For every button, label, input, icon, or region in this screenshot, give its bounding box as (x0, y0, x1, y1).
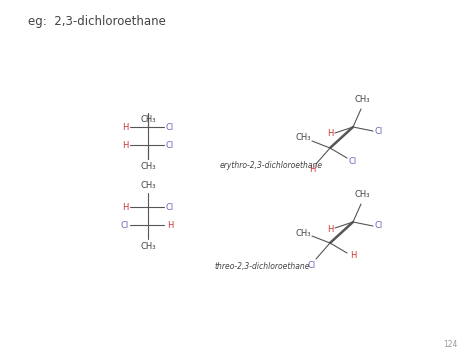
Text: erythro-2,3-dichloroethane: erythro-2,3-dichloroethane (220, 162, 323, 170)
Text: CH₃: CH₃ (140, 242, 156, 251)
Text: CH₃: CH₃ (140, 162, 156, 171)
Text: CH₃: CH₃ (354, 95, 370, 104)
Text: CH₃: CH₃ (295, 229, 311, 237)
Text: 124: 124 (444, 340, 458, 349)
Text: H: H (122, 141, 128, 149)
Text: H: H (122, 122, 128, 131)
Text: H: H (350, 251, 356, 261)
Text: H: H (327, 224, 333, 234)
Text: eg:  2,3-dichloroethane: eg: 2,3-dichloroethane (28, 15, 166, 28)
Text: H: H (327, 130, 333, 138)
Text: Cl: Cl (121, 220, 129, 229)
Text: CH₃: CH₃ (140, 115, 156, 124)
Text: H: H (309, 165, 315, 175)
Text: Cl: Cl (375, 126, 383, 136)
Text: H: H (122, 202, 128, 212)
Text: threo-2,3-dichloroethane: threo-2,3-dichloroethane (215, 262, 310, 271)
Text: CH₃: CH₃ (295, 133, 311, 142)
Text: Cl: Cl (349, 157, 357, 165)
Text: Cl: Cl (166, 141, 174, 149)
Text: Cl: Cl (166, 122, 174, 131)
Text: Cl: Cl (308, 261, 316, 269)
Text: Cl: Cl (166, 202, 174, 212)
Text: CH₃: CH₃ (140, 181, 156, 190)
Text: H: H (167, 220, 173, 229)
Text: Cl: Cl (375, 222, 383, 230)
Text: CH₃: CH₃ (354, 190, 370, 199)
